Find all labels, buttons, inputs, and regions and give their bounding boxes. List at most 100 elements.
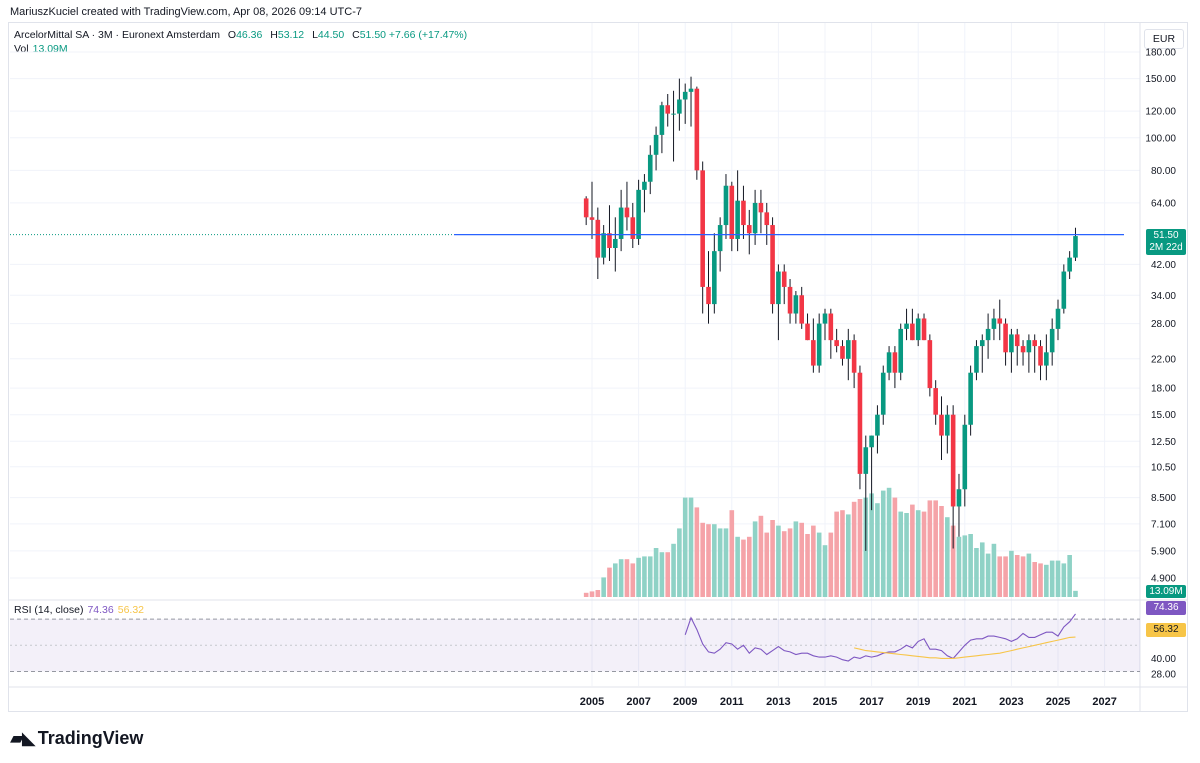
volume-bar [781, 531, 787, 597]
volume-bar [1003, 556, 1008, 597]
candle-body [950, 414, 956, 507]
rsi-legend[interactable]: RSI (14, close) 74.36 56.32 [14, 604, 144, 616]
x-tick-label: 2023 [999, 696, 1023, 708]
volume-bar [729, 510, 735, 597]
rsi-label: RSI (14, close) [14, 604, 84, 616]
volume-bar [979, 542, 985, 597]
volume-bar [717, 528, 723, 597]
volume-bar [886, 487, 892, 597]
volume-bar [613, 563, 618, 597]
candle-body [956, 489, 962, 507]
volume-bar [933, 500, 938, 597]
tradingview-logo[interactable]: ▰◣ TradingView [10, 728, 143, 749]
candle-body [770, 225, 775, 305]
y-tick-label: 42.00 [1151, 260, 1176, 271]
volume-bar [968, 534, 973, 597]
low-label: L [312, 29, 318, 41]
volume-bar [927, 500, 933, 597]
volume-bar [665, 552, 671, 597]
candle-body [741, 200, 746, 226]
volume-bar [659, 552, 665, 597]
volume-bar [589, 591, 595, 597]
volume-bar [985, 553, 991, 597]
candle-body [846, 340, 851, 359]
rsi-legend-value: 74.36 [87, 604, 114, 616]
y-tick-label: 10.50 [1151, 462, 1176, 473]
candle-body [997, 318, 1003, 324]
y-tick-label: 80.00 [1151, 166, 1176, 177]
candle-body [671, 113, 676, 115]
x-tick-label: 2027 [1092, 696, 1116, 708]
candle-body [793, 295, 799, 314]
volume-bar [793, 521, 799, 597]
volume-bar [682, 497, 688, 597]
close-label: C [352, 29, 360, 41]
candle-body [968, 372, 973, 425]
candle-body [1020, 346, 1026, 353]
candle-body [886, 352, 892, 373]
symbol-legend[interactable]: ArcelorMittal SA · 3M · Euronext Amsterd… [14, 29, 467, 41]
y-tick-label: 7.100 [1151, 519, 1176, 530]
candle-body [892, 352, 898, 373]
volume-bar [752, 521, 758, 597]
volume-bar [787, 528, 793, 597]
volume-bar [962, 535, 968, 597]
volume-bar [945, 517, 950, 597]
volume-bar [816, 532, 822, 597]
y-tick-label: 120.00 [1145, 107, 1176, 118]
x-tick-label: 2007 [626, 696, 650, 708]
symbol-name[interactable]: ArcelorMittal SA · 3M · Euronext Amsterd… [14, 29, 220, 41]
volume-bar [723, 528, 729, 597]
close-value: 51.50 [359, 29, 386, 41]
volume-bar [1020, 556, 1026, 597]
candle-body [630, 217, 636, 239]
currency-selector[interactable]: EUR [1144, 29, 1184, 49]
volume-bar [653, 548, 659, 597]
volume-bar [950, 525, 956, 597]
candle-body [822, 313, 828, 324]
candle-body [1067, 257, 1072, 272]
volume-bar [880, 490, 886, 597]
candle-body [1014, 334, 1020, 347]
candle-body [758, 202, 764, 213]
volume-bar [776, 525, 781, 597]
volume-bar [892, 497, 898, 597]
volume-tag: 13.09M [1146, 585, 1186, 598]
candle-body [787, 286, 793, 314]
volume-bar [595, 590, 601, 597]
candle-body [595, 219, 601, 258]
candle-body [735, 200, 740, 239]
y-tick-label: 12.50 [1151, 437, 1176, 448]
candle-body [589, 217, 595, 220]
candle-body [1009, 334, 1014, 353]
candle-body [1044, 352, 1049, 366]
volume-bar [921, 511, 927, 597]
candle-body [1055, 308, 1061, 329]
candle-body [607, 233, 612, 248]
volume-bar [735, 536, 740, 597]
volume-bar [1038, 563, 1043, 597]
volume-bar [1049, 560, 1055, 597]
volume-bar [712, 524, 717, 597]
volume-bar [624, 559, 630, 597]
chart-frame [8, 22, 1188, 712]
candle-body [624, 207, 630, 218]
candle-body [927, 340, 933, 389]
candle-body [933, 388, 938, 415]
candle-body [875, 414, 880, 436]
candle-body [851, 340, 857, 373]
price-tag-countdown: 2M 22d [1149, 242, 1183, 253]
x-tick-label: 2017 [859, 696, 883, 708]
volume-bar [851, 501, 857, 597]
candle-body [828, 313, 834, 341]
volume-bar [1014, 555, 1020, 597]
x-tick-label: 2021 [953, 696, 977, 708]
x-tick-label: 2009 [673, 696, 697, 708]
rsi-ma-tag: 56.32 [1146, 623, 1186, 637]
volume-bar [601, 577, 606, 597]
volume-bar [898, 511, 904, 597]
volume-bar [741, 539, 746, 597]
volume-bar [904, 513, 909, 597]
price-tag-value: 51.50 [1153, 230, 1179, 241]
